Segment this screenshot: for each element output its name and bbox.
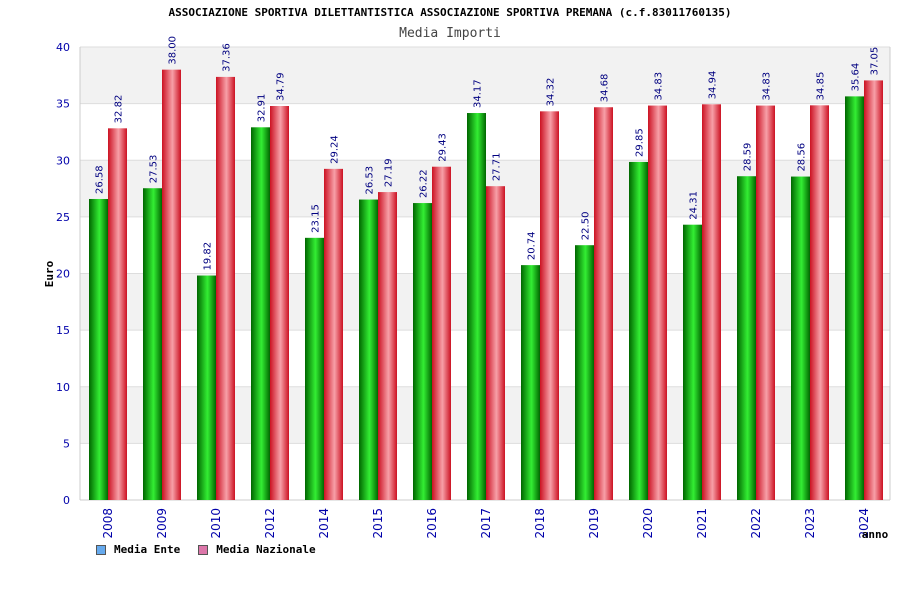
data-label-nazionale: 34.83 (762, 72, 773, 101)
legend-item-nazionale: Media Nazionale (198, 543, 316, 556)
bar-media-nazionale (432, 166, 451, 500)
x-tick-label: 2010 (209, 508, 223, 539)
y-tick-label: 10 (56, 381, 70, 394)
data-label-ente: 26.22 (419, 169, 430, 198)
bar-media-ente (251, 127, 270, 500)
data-label-ente: 32.91 (257, 94, 268, 123)
data-label-nazionale: 32.82 (114, 95, 125, 124)
x-tick-label: 2019 (587, 508, 601, 539)
data-label-nazionale: 34.68 (600, 74, 611, 103)
bar-media-ente (413, 203, 432, 500)
x-tick-label: 2022 (749, 508, 763, 539)
data-label-nazionale: 29.24 (330, 135, 341, 164)
data-label-ente: 27.53 (149, 155, 160, 184)
data-label-ente: 19.82 (203, 242, 214, 271)
data-label-nazionale: 27.71 (492, 153, 503, 182)
x-tick-label: 2008 (101, 508, 115, 539)
bar-media-nazionale (162, 69, 181, 501)
x-tick-label: 2016 (425, 508, 439, 539)
bar-media-ente (305, 237, 324, 501)
y-tick-label: 35 (56, 98, 70, 111)
data-label-nazionale: 38.00 (168, 36, 179, 65)
chart-title: ASSOCIAZIONE SPORTIVA DILETTANTISTICA AS… (169, 6, 732, 19)
y-tick-label: 40 (56, 41, 70, 54)
bar-media-ente (845, 96, 864, 500)
x-tick-label: 2009 (155, 508, 169, 539)
data-label-ente: 34.17 (473, 79, 484, 108)
legend-item-ente: Media Ente (96, 543, 180, 556)
data-label-nazionale: 34.94 (708, 71, 719, 100)
legend-label-nazionale: Media Nazionale (216, 543, 316, 556)
bar-media-nazionale (648, 105, 667, 501)
x-tick-label: 2014 (317, 508, 331, 539)
x-tick-label: 2020 (641, 508, 655, 539)
bar-media-nazionale (702, 104, 721, 500)
bar-media-ente (521, 265, 540, 500)
data-label-nazionale: 34.32 (546, 78, 557, 107)
bar-media-ente (467, 113, 486, 500)
data-label-nazionale: 34.85 (816, 72, 827, 101)
data-label-ente: 26.58 (95, 165, 106, 194)
bar-media-nazionale (108, 128, 127, 500)
y-tick-label: 0 (63, 494, 70, 507)
bar-media-ente (737, 176, 756, 500)
bar-media-ente (89, 198, 108, 500)
y-tick-label: 30 (56, 154, 70, 167)
data-label-ente: 24.31 (689, 191, 700, 220)
legend: Media Ente Media Nazionale (96, 543, 316, 556)
x-tick-label: 2024 (857, 508, 871, 539)
bar-media-nazionale (864, 80, 883, 500)
bar-media-nazionale (756, 105, 775, 501)
grid-band (80, 47, 890, 104)
bar-media-ente (629, 161, 648, 501)
data-label-nazionale: 29.43 (438, 133, 449, 162)
y-tick-label: 25 (56, 211, 70, 224)
y-tick-label: 15 (56, 324, 70, 337)
chart-subtitle: Media Importi (399, 26, 501, 41)
bar-media-nazionale (216, 76, 235, 500)
bar-media-nazionale (810, 105, 829, 500)
x-axis-label: anno (862, 528, 889, 541)
bar-media-nazionale (270, 106, 289, 501)
bar-media-ente (791, 176, 810, 501)
data-label-ente: 29.85 (635, 128, 646, 157)
x-tick-label: 2023 (803, 508, 817, 539)
y-tick-label: 5 (63, 437, 70, 450)
bar-media-ente (197, 275, 216, 500)
data-label-nazionale: 37.05 (870, 47, 881, 76)
bar-media-ente (143, 188, 162, 500)
data-label-ente: 26.53 (365, 166, 376, 195)
x-tick-label: 2021 (695, 508, 709, 539)
data-label-nazionale: 34.83 (654, 72, 665, 101)
bar-media-nazionale (594, 107, 613, 501)
bar-media-ente (359, 199, 378, 501)
data-label-nazionale: 27.19 (384, 158, 395, 187)
data-label-ente: 28.59 (743, 143, 754, 172)
x-tick-label: 2018 (533, 508, 547, 539)
data-label-nazionale: 34.79 (276, 72, 287, 101)
bar-media-nazionale (378, 192, 397, 501)
data-label-ente: 20.74 (527, 231, 538, 260)
data-label-nazionale: 37.36 (222, 43, 233, 72)
bar-media-ente (575, 245, 594, 500)
data-label-ente: 35.64 (851, 63, 862, 92)
data-label-ente: 22.50 (581, 212, 592, 241)
y-tick-label: 20 (56, 268, 70, 281)
data-label-ente: 23.15 (311, 204, 322, 233)
bar-media-nazionale (540, 111, 559, 501)
x-tick-label: 2015 (371, 508, 385, 539)
data-label-ente: 28.56 (797, 143, 808, 172)
y-axis-label: Euro (43, 260, 56, 287)
x-tick-label: 2012 (263, 508, 277, 539)
bar-media-nazionale (324, 168, 343, 500)
legend-swatch-ente (96, 544, 106, 555)
x-tick-label: 2017 (479, 508, 493, 539)
legend-label-ente: Media Ente (114, 543, 181, 556)
bar-media-ente (683, 224, 702, 500)
bar-media-nazionale (486, 186, 505, 500)
legend-swatch-nazionale (198, 544, 209, 555)
